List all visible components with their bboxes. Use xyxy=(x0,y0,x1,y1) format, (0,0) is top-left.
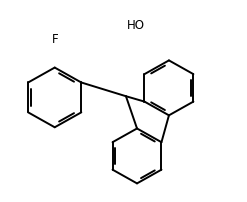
Text: HO: HO xyxy=(127,19,145,32)
Text: F: F xyxy=(51,33,58,46)
